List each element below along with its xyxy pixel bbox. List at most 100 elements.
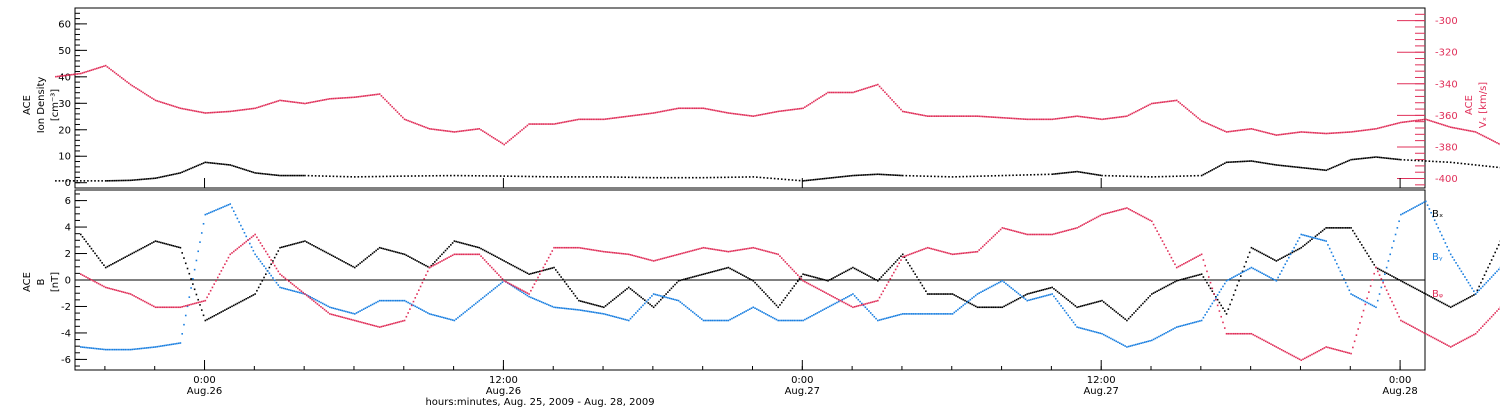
data-point (567, 120, 570, 123)
data-point (291, 283, 294, 285)
data-point (1142, 302, 1144, 305)
data-point (213, 111, 216, 114)
data-point (766, 177, 769, 179)
data-point (869, 301, 872, 304)
data-point (802, 319, 804, 322)
data-point (112, 348, 114, 351)
data-point (227, 163, 230, 166)
data-point (1006, 284, 1009, 286)
data-point (97, 348, 100, 350)
data-point (464, 174, 466, 177)
data-point (1126, 115, 1128, 117)
data-point (708, 319, 710, 322)
data-point (359, 262, 361, 265)
data-point (763, 249, 765, 252)
data-point (177, 172, 180, 175)
data-point (610, 176, 612, 178)
data-point (140, 298, 143, 301)
data-point (1408, 120, 1411, 123)
data-point (425, 175, 427, 177)
data-point (1072, 171, 1075, 173)
data-point (402, 253, 404, 255)
data-point (1325, 227, 1327, 229)
data-point (1421, 291, 1424, 293)
data-point (1216, 298, 1219, 301)
data-point (633, 290, 635, 293)
data-point (83, 71, 86, 74)
data-point (323, 308, 326, 311)
data-point (304, 102, 306, 105)
data-point (1453, 161, 1456, 164)
data-point (1220, 315, 1223, 318)
data-point (555, 246, 557, 249)
data-point (827, 293, 829, 295)
data-point (980, 247, 982, 250)
data-point (1056, 172, 1059, 175)
data-point (346, 262, 349, 265)
data-point (1243, 265, 1246, 268)
data-point (1376, 299, 1379, 302)
data-point (245, 297, 248, 300)
data-point (932, 313, 934, 315)
data-point (839, 299, 842, 302)
data-point (487, 262, 490, 265)
data-point (451, 319, 454, 321)
data-point (951, 313, 954, 315)
data-point (1067, 299, 1069, 301)
data-point (955, 175, 957, 178)
data-point (1124, 115, 1126, 118)
data-point (199, 301, 201, 303)
data-point (211, 162, 214, 164)
data-point (1432, 215, 1434, 218)
data-point (1323, 132, 1326, 135)
data-point (828, 91, 831, 94)
data-point (1471, 287, 1473, 290)
data-point (236, 109, 239, 112)
data-point (1218, 128, 1221, 130)
data-point (400, 175, 402, 177)
data-point (1088, 220, 1091, 223)
data-point (104, 64, 107, 67)
data-point (410, 303, 413, 306)
data-point (1442, 124, 1445, 126)
data-point (747, 114, 749, 117)
data-point (1471, 130, 1473, 133)
data-point (693, 312, 696, 315)
data-point (656, 294, 659, 296)
data-point (241, 109, 244, 111)
data-point (231, 252, 233, 254)
data-point (508, 282, 511, 285)
data-point (1236, 129, 1239, 132)
data-point (1195, 256, 1198, 258)
data-point (1282, 133, 1285, 136)
data-point (1279, 273, 1281, 275)
data-point (474, 128, 477, 131)
data-point (291, 101, 294, 103)
data-point (1001, 306, 1004, 309)
data-point (286, 174, 288, 177)
data-point (789, 109, 792, 111)
data-point (1113, 116, 1116, 119)
data-point (282, 174, 285, 177)
data-point (1284, 165, 1287, 167)
data-point (1090, 219, 1093, 222)
data-point (151, 346, 153, 349)
data-point (1337, 227, 1340, 229)
data-point (1368, 128, 1370, 131)
data-point (818, 277, 820, 280)
data-point (855, 174, 858, 177)
data-point (458, 241, 461, 244)
data-point (1063, 296, 1066, 299)
data-point (174, 343, 176, 345)
data-point (1423, 331, 1425, 334)
data-point (1012, 174, 1014, 177)
data-point (106, 348, 109, 351)
data-point (1362, 246, 1365, 249)
data-point (1380, 286, 1383, 289)
data-point (651, 305, 653, 307)
data-point (256, 236, 258, 239)
data-point (748, 247, 751, 250)
data-point (506, 281, 509, 284)
data-point (396, 111, 399, 113)
data-point (923, 313, 925, 315)
